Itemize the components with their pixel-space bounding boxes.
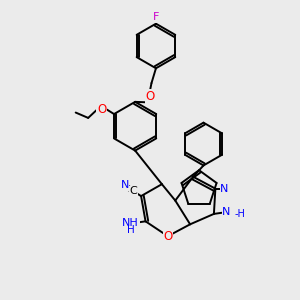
Text: N: N: [121, 180, 129, 190]
Text: NH: NH: [122, 218, 139, 228]
Text: C: C: [129, 186, 137, 196]
Text: -H: -H: [234, 208, 245, 219]
Text: F: F: [153, 12, 159, 22]
Text: O: O: [163, 230, 172, 243]
Text: N: N: [222, 207, 231, 218]
Text: O: O: [146, 90, 154, 103]
Text: H: H: [127, 225, 135, 235]
Text: O: O: [97, 103, 106, 116]
Text: N: N: [220, 184, 229, 194]
